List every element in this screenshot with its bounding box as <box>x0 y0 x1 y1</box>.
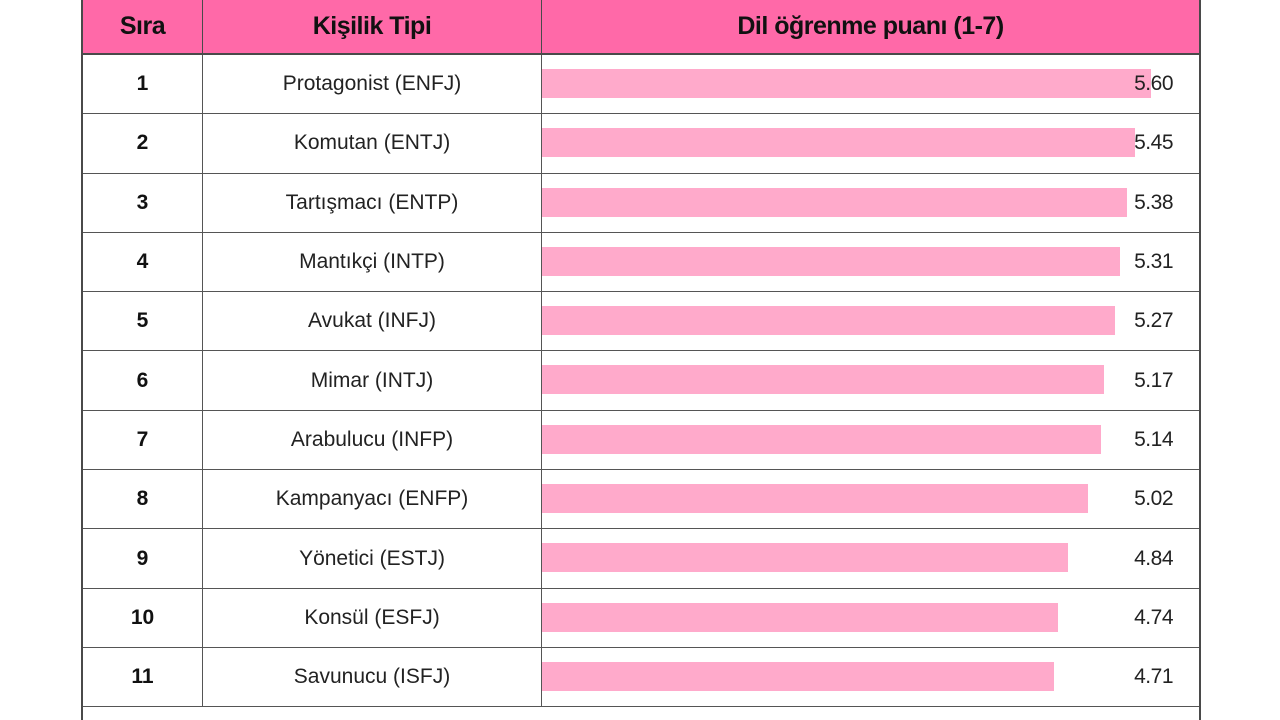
table-row: 3 Tartışmacı (ENTP) 5.38 <box>83 173 1199 233</box>
bar <box>542 69 1152 98</box>
bar <box>542 602 1058 632</box>
bar-cell: 5.14 <box>541 410 1199 470</box>
rank-label: 9 <box>136 546 149 570</box>
bar <box>542 543 1069 573</box>
category-label: Arabulucu (INFP) <box>202 410 541 470</box>
table-row: 10 Konsül (ESFJ) 4.74 <box>83 588 1199 648</box>
bar <box>542 424 1102 454</box>
rank-label: 11 <box>131 665 154 689</box>
bar <box>542 246 1120 276</box>
data-label: 5.27 <box>1134 309 1173 333</box>
table-row: 8 Kampanyacı (ENFP) 5.02 <box>83 470 1199 530</box>
header-rank: Sıra <box>119 12 166 40</box>
table-header: Sıra Kişilik Tipi Dil öğrenme puanı (1-7… <box>83 0 1199 55</box>
category-label: Protagonist (ENFJ) <box>202 55 541 114</box>
ranking-table: Sıra Kişilik Tipi Dil öğrenme puanı (1-7… <box>81 0 1201 720</box>
bar <box>542 484 1088 514</box>
rank-label: 8 <box>136 487 149 511</box>
category-label: Mimar (INTJ) <box>202 351 541 410</box>
rank-label: 5 <box>136 309 149 333</box>
data-label: 5.38 <box>1134 190 1173 214</box>
category-label: Yönetici (ESTJ) <box>202 529 541 588</box>
data-label: 5.31 <box>1134 250 1173 274</box>
bar <box>542 187 1128 217</box>
bar <box>542 128 1135 158</box>
bar-cell: 5.02 <box>541 470 1199 529</box>
bar-cell: 5.45 <box>541 114 1199 173</box>
category-label: Mantıkçi (INTP) <box>202 232 541 292</box>
table-row: 4 Mantıkçi (INTP) 5.31 <box>83 232 1199 293</box>
data-label: 5.14 <box>1134 427 1173 451</box>
data-label: 5.02 <box>1134 487 1173 511</box>
bar <box>542 661 1055 691</box>
table-row: 9 Yönetici (ESTJ) 4.84 <box>83 529 1199 589</box>
data-label: 5.17 <box>1134 368 1173 392</box>
data-label: 5.60 <box>1134 72 1173 96</box>
category-label: Avukat (INFJ) <box>202 292 541 351</box>
rank-label: 1 <box>136 72 149 96</box>
rank-label: 3 <box>136 190 149 214</box>
table-row: 2 Komutan (ENTJ) 5.45 <box>83 114 1199 174</box>
category-label: Komutan (ENTJ) <box>202 114 541 173</box>
bar-cell: 5.17 <box>541 351 1199 410</box>
table-row: 1 Protagonist (ENFJ) 5.60 <box>83 55 1199 115</box>
rank-label: 4 <box>136 250 149 274</box>
bar-cell: 4.74 <box>541 588 1199 647</box>
table-row: 6 Mimar (INTJ) 5.17 <box>83 351 1199 411</box>
rank-label: 2 <box>136 131 149 155</box>
category-label: Savunucu (ISFJ) <box>202 647 541 707</box>
rank-label: 10 <box>130 605 155 629</box>
bar <box>542 365 1105 395</box>
bar-cell: 5.31 <box>541 232 1199 292</box>
rank-label: 7 <box>136 427 149 451</box>
bar <box>542 306 1116 336</box>
table-row: 7 Arabulucu (INFP) 5.14 <box>83 410 1199 471</box>
table-row: 5 Avukat (INFJ) 5.27 <box>83 292 1199 352</box>
data-label: 4.71 <box>1134 665 1173 689</box>
header-language-score: Dil öğrenme puanı (1-7) <box>541 0 1199 53</box>
rank-label: 6 <box>136 368 149 392</box>
category-label: Kampanyacı (ENFP) <box>202 470 541 529</box>
bar-cell: 5.27 <box>541 292 1199 351</box>
data-label: 5.45 <box>1134 131 1173 155</box>
bar-cell: 4.71 <box>541 647 1199 707</box>
bar-cell: 5.38 <box>541 173 1199 232</box>
data-label: 4.84 <box>1134 546 1173 570</box>
bar-cell: 4.84 <box>541 529 1199 588</box>
bar-cell: 5.60 <box>541 55 1199 114</box>
data-label: 4.74 <box>1134 605 1173 629</box>
table-body: 1 Protagonist (ENFJ) 5.60 2 Komutan (ENTJ) 5.… <box>83 55 1199 708</box>
category-label: Konsül (ESFJ) <box>202 588 541 647</box>
category-label: Tartışmacı (ENTP) <box>202 173 541 232</box>
header-personality-type: Kişilik Tipi <box>202 0 541 53</box>
table-row: 11 Savunucu (ISFJ) 4.71 <box>83 647 1199 708</box>
